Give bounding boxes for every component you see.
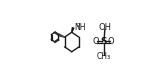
Text: S: S (100, 38, 107, 46)
Text: 2: 2 (77, 23, 80, 28)
Text: OH: OH (99, 23, 112, 32)
Text: NH: NH (74, 23, 85, 32)
Text: O: O (108, 38, 114, 46)
Text: CH₃: CH₃ (96, 52, 111, 61)
Text: O: O (93, 38, 99, 46)
Polygon shape (72, 28, 74, 32)
